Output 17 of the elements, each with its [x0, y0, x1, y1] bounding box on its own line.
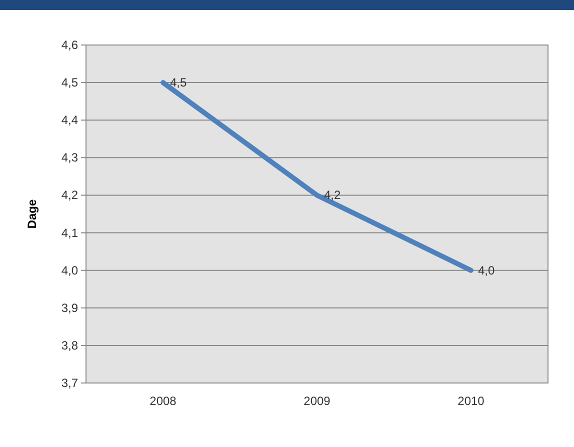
y-tick-label: 4,1: [61, 226, 78, 240]
y-tick-label: 4,4: [61, 113, 78, 128]
y-tick-label: 3,8: [61, 338, 78, 352]
y-tick-label: 4,3: [61, 150, 78, 165]
x-tick-label: 2008: [150, 394, 177, 408]
y-tick-label: 4,5: [61, 76, 78, 90]
x-tick-label: 2010: [458, 394, 485, 408]
y-tick-label: 4,6: [61, 38, 78, 52]
data-label: 4,5: [170, 76, 188, 90]
data-label: 4,0: [478, 263, 496, 278]
x-tick-label: 2009: [304, 394, 331, 408]
data-label: 4,2: [324, 188, 342, 202]
y-tick-label: 4,2: [61, 188, 78, 202]
y-tick-label: 3,9: [61, 300, 78, 315]
y-tick-label: 3,7: [61, 376, 78, 390]
y-tick-label: 4,0: [61, 263, 78, 278]
y-axis-title: Dage: [25, 199, 39, 229]
